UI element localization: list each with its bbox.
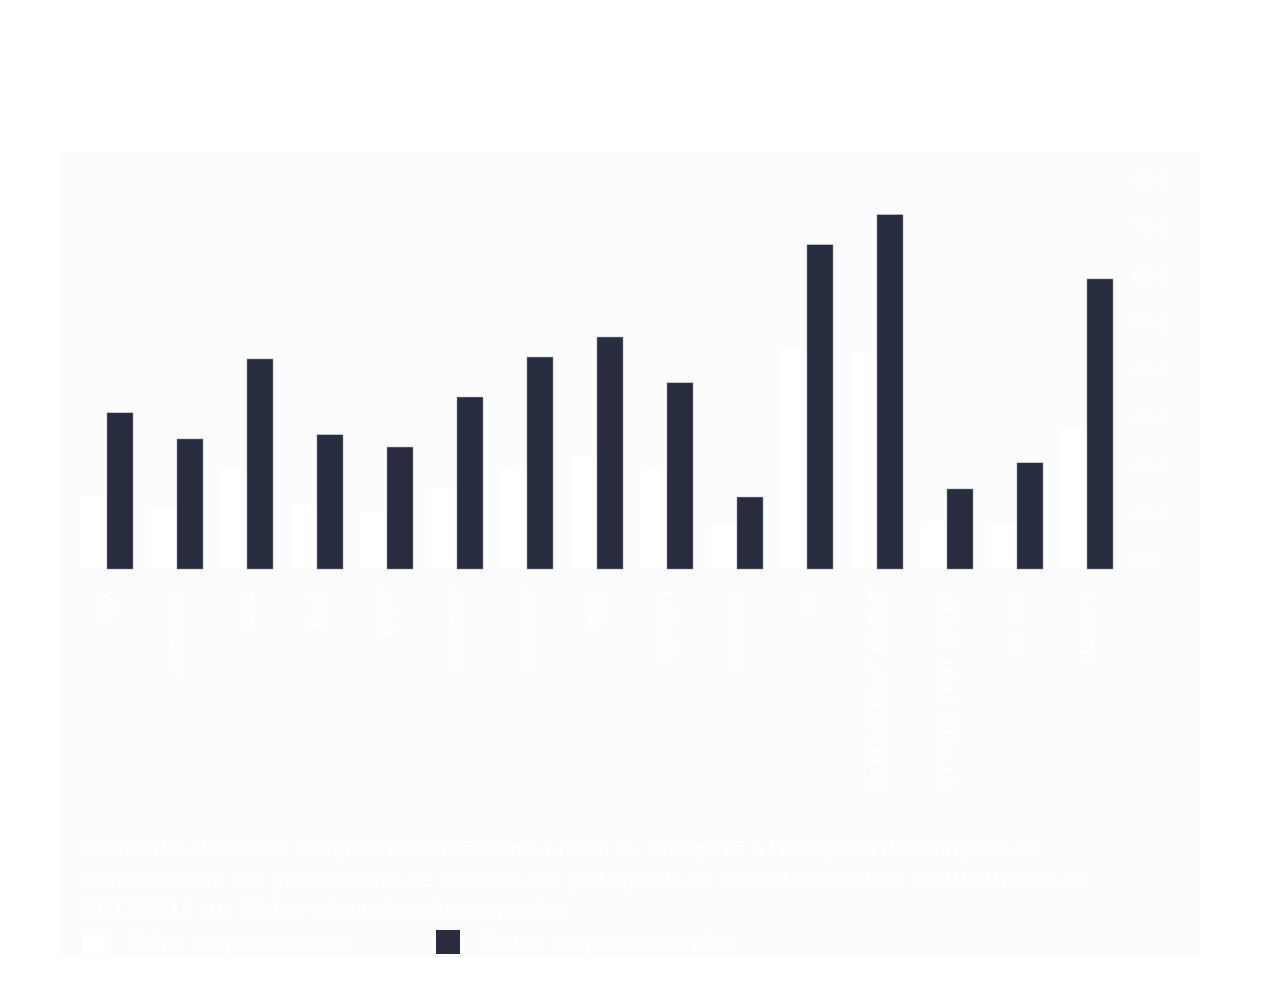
bar-chart: 0.0 10.0 20.0 30.0 40.0 50.0 60.0 70.0 80.0 ASX AU…: [81, 171, 1168, 792]
bar-pertes: [736, 496, 764, 570]
legend-label-gains: Gains moyens en pips: [128, 930, 349, 954]
bar-gains: [1061, 427, 1087, 569]
bar-gains: [711, 525, 737, 569]
bar-gains: [501, 468, 527, 569]
y-tick-label: 10.0: [1132, 504, 1168, 523]
legend-item-gains: Gains moyens en pips: [82, 930, 349, 954]
y-tick-label: 60.0: [1132, 266, 1168, 285]
x-tick-label: CAC: [238, 589, 258, 627]
legend-label-pertes: Pertes moyennes en pips: [482, 930, 734, 954]
bar-pertes: [386, 446, 414, 570]
bar-gains: [151, 505, 177, 569]
bar-gains: [781, 347, 807, 569]
y-tick-label: 50.0: [1132, 314, 1168, 333]
bar-gains: [641, 465, 667, 569]
legend-swatch-pertes: [436, 930, 460, 954]
bar-pertes: [876, 214, 904, 570]
x-tick-label: ASX: [98, 589, 118, 626]
x-tick-label: EUR/USD: [518, 589, 538, 673]
bar-pertes: [1016, 462, 1044, 570]
x-tick-label: US 500: [1008, 589, 1028, 656]
bar-gains: [851, 352, 877, 569]
x-tick-label: AUD/USD: [168, 589, 188, 675]
bar-pertes: [666, 382, 694, 570]
bar-gains: [431, 488, 457, 569]
bar-gains: [361, 510, 387, 569]
bar-pertes: [946, 488, 974, 570]
x-tick-label: DOW: [378, 589, 398, 635]
source-footnote: Source des données : comptes et transact…: [81, 838, 1089, 921]
y-tick-label: 30.0: [1132, 409, 1168, 428]
bar-pertes: [526, 356, 554, 570]
bar-gains: [571, 455, 597, 569]
bar-gains: [921, 520, 947, 569]
bar-pertes: [316, 434, 344, 570]
legend-item-pertes: Pertes moyennes en pips: [436, 930, 734, 954]
y-tick-label: 40.0: [1132, 362, 1168, 381]
bar-pertes: [596, 336, 624, 570]
bar-pertes: [806, 244, 834, 570]
x-tick-label: USD/JPY: [1078, 589, 1098, 663]
y-tick-label: 70.0: [1132, 219, 1168, 238]
x-tick-label: GBP/JPY: [658, 589, 678, 662]
x-tick-label: PÉTROLE BRUT LÉGER: [936, 589, 958, 792]
bar-gains: [291, 502, 317, 569]
x-tick-label: FTSE: [588, 589, 608, 634]
x-tick-label: EUR/GBP: [448, 589, 468, 672]
bar-gains: [991, 522, 1017, 569]
y-tick-label: 0.0: [1132, 552, 1157, 571]
y-tick-label: 80.0: [1132, 171, 1168, 190]
bar-pertes: [246, 358, 274, 570]
x-tick-label: PÉTROLE BRUT BRENT: [866, 589, 888, 792]
bar-pertes: [456, 396, 484, 570]
legend-swatch-gains: [82, 930, 106, 954]
y-tick-label: 20.0: [1132, 457, 1168, 476]
bar-pertes: [176, 438, 204, 570]
x-tick-label: OR: [798, 589, 818, 616]
bar-gains: [81, 495, 107, 569]
x-tick-label: DAX: [308, 589, 328, 628]
chart-panel: 0.0 10.0 20.0 30.0 40.0 50.0 60.0 70.0 80.0 ASX AU…: [60, 152, 1200, 957]
bar-pertes: [106, 412, 134, 570]
x-tick-label: GBP/USD: [728, 589, 748, 673]
bar-gains: [221, 468, 247, 569]
bar-pertes: [1086, 278, 1114, 570]
